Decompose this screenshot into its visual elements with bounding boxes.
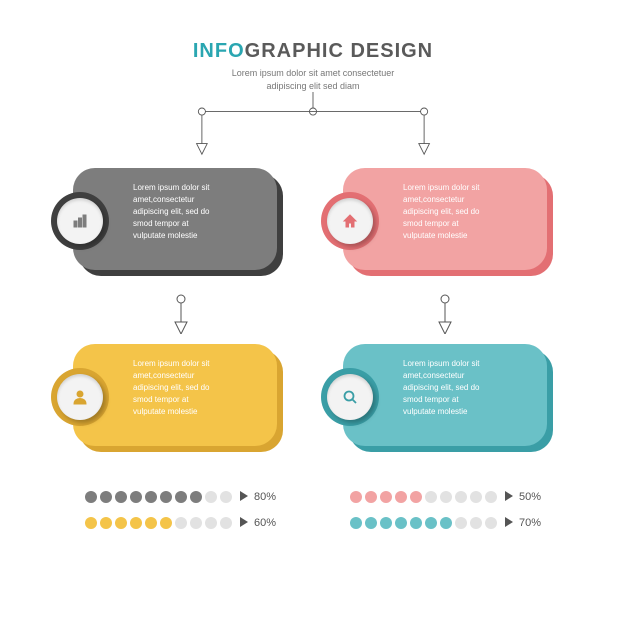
card-text: Lorem ipsum dolor sitamet,consecteturadi… xyxy=(403,182,531,242)
percent-dots xyxy=(85,517,232,529)
card-text: Lorem ipsum dolor sitamet,consecteturadi… xyxy=(133,358,261,418)
percent-dot xyxy=(190,491,202,503)
user-icon xyxy=(72,389,88,405)
percent-dot xyxy=(425,491,437,503)
percent-dot xyxy=(380,491,392,503)
percent-dot xyxy=(160,491,172,503)
percent-dot xyxy=(470,491,482,503)
percent-dot xyxy=(85,517,97,529)
card-badge xyxy=(321,368,379,426)
card-text: Lorem ipsum dolor sitamet,consecteturadi… xyxy=(133,182,261,242)
card-gray: Lorem ipsum dolor sitamet,consecteturadi… xyxy=(73,168,283,276)
percent-label: 60% xyxy=(254,517,276,529)
percent-dot xyxy=(100,491,112,503)
percent-dot xyxy=(365,517,377,529)
percent-dot xyxy=(350,491,362,503)
caret-right-icon xyxy=(505,488,513,506)
caret-right-icon xyxy=(240,514,248,532)
percent-dot xyxy=(220,517,232,529)
percent-dot xyxy=(220,491,232,503)
percent-dot xyxy=(380,517,392,529)
percent-dot xyxy=(425,517,437,529)
percent-dot xyxy=(85,491,97,503)
percent-dot xyxy=(365,491,377,503)
arrow-down-left xyxy=(174,294,188,334)
arrow-down-right xyxy=(438,294,452,334)
percent-row-yellow: 60% xyxy=(85,514,290,532)
percent-label: 50% xyxy=(519,491,541,503)
caret-right-icon xyxy=(505,514,513,532)
percent-dot xyxy=(410,491,422,503)
percent-dot xyxy=(350,517,362,529)
percent-dots xyxy=(350,517,497,529)
percent-dot xyxy=(130,517,142,529)
percent-dot xyxy=(145,517,157,529)
header: INFOGRAPHIC DESIGN Lorem ipsum dolor sit… xyxy=(0,0,626,92)
percent-dot xyxy=(100,517,112,529)
cards-grid: Lorem ipsum dolor sitamet,consecteturadi… xyxy=(0,168,626,470)
percent-label: 80% xyxy=(254,491,276,503)
percent-row-teal: 70% xyxy=(350,514,555,532)
percent-label: 70% xyxy=(519,517,541,529)
percent-dot xyxy=(205,491,217,503)
card-badge xyxy=(321,192,379,250)
page-title: INFOGRAPHIC DESIGN xyxy=(0,40,626,63)
percent-dot xyxy=(115,491,127,503)
card-text: Lorem ipsum dolor sitamet,consecteturadi… xyxy=(403,358,531,418)
percent-dots xyxy=(350,491,497,503)
home-icon xyxy=(342,213,358,229)
percent-section: 80% 60% 50% 70% xyxy=(85,488,555,540)
subtitle: Lorem ipsum dolor sit amet consectetuer … xyxy=(0,67,626,92)
title-rest: GRAPHIC DESIGN xyxy=(245,40,433,62)
percent-dot xyxy=(175,517,187,529)
percent-col-left: 80% 60% xyxy=(85,488,290,540)
card-badge xyxy=(51,192,109,250)
percent-dot xyxy=(130,491,142,503)
percent-row-pink: 50% xyxy=(350,488,555,506)
title-accent: INFO xyxy=(193,40,245,62)
percent-dots xyxy=(85,491,232,503)
card-row-1: Lorem ipsum dolor sitamet,consecteturadi… xyxy=(0,168,626,276)
mid-arrows xyxy=(0,294,626,334)
caret-right-icon xyxy=(240,488,248,506)
percent-row-gray: 80% xyxy=(85,488,290,506)
percent-dot xyxy=(160,517,172,529)
percent-dot xyxy=(440,517,452,529)
card-teal: Lorem ipsum dolor sitamet,consecteturadi… xyxy=(343,344,553,452)
percent-dot xyxy=(115,517,127,529)
percent-dot xyxy=(485,491,497,503)
percent-dot xyxy=(455,517,467,529)
card-row-2: Lorem ipsum dolor sitamet,consecteturadi… xyxy=(0,344,626,452)
percent-col-right: 50% 70% xyxy=(350,488,555,540)
percent-dot xyxy=(455,491,467,503)
percent-dot xyxy=(440,491,452,503)
percent-dot xyxy=(205,517,217,529)
percent-dot xyxy=(395,491,407,503)
search-icon xyxy=(342,389,358,405)
card-yellow: Lorem ipsum dolor sitamet,consecteturadi… xyxy=(73,344,283,452)
card-badge xyxy=(51,368,109,426)
percent-dot xyxy=(410,517,422,529)
connector-top xyxy=(0,92,626,172)
percent-dot xyxy=(190,517,202,529)
percent-dot xyxy=(470,517,482,529)
bars-icon xyxy=(72,213,88,229)
percent-dot xyxy=(485,517,497,529)
card-pink: Lorem ipsum dolor sitamet,consecteturadi… xyxy=(343,168,553,276)
percent-dot xyxy=(395,517,407,529)
percent-dot xyxy=(145,491,157,503)
percent-dot xyxy=(175,491,187,503)
